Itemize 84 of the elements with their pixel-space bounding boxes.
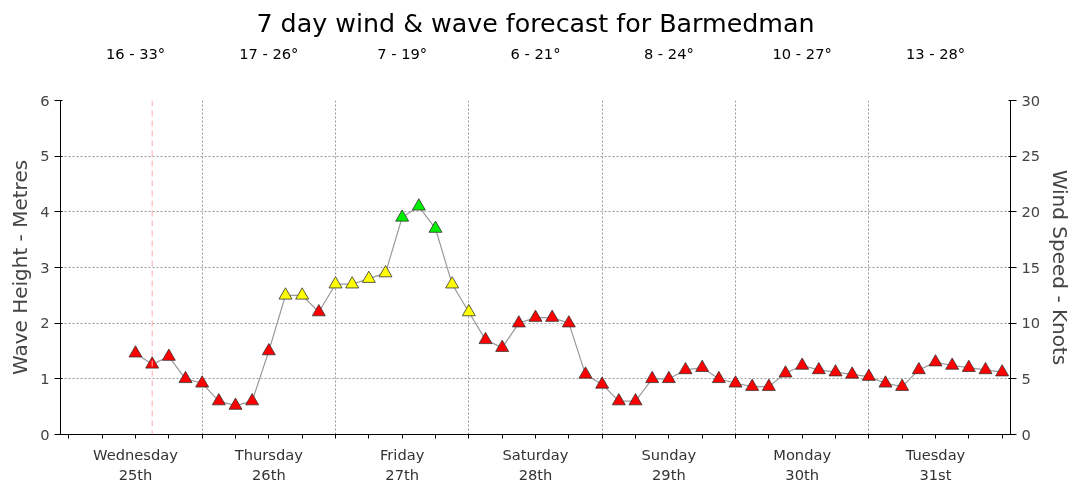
point xyxy=(328,276,343,289)
x-tick-label: Saturday 28th xyxy=(502,445,569,483)
point xyxy=(678,362,693,375)
point xyxy=(428,220,443,233)
point xyxy=(361,270,376,283)
y-tick-label: 0 xyxy=(40,425,50,443)
y2-axis-title: Wind Speed - Knots xyxy=(1048,169,1073,366)
point xyxy=(695,359,710,372)
point xyxy=(128,345,143,358)
point xyxy=(161,348,176,361)
point xyxy=(911,362,926,375)
point xyxy=(795,357,810,370)
text: 17 - 26° xyxy=(239,44,299,62)
point xyxy=(945,357,960,370)
point xyxy=(861,368,876,381)
point xyxy=(545,309,560,322)
x-tick-label: Monday 30th xyxy=(773,445,832,483)
point xyxy=(961,359,976,372)
point xyxy=(261,343,276,356)
point xyxy=(628,393,643,406)
text: 16 - 33° xyxy=(105,44,166,62)
y-tick-label: 2 xyxy=(40,314,50,332)
point xyxy=(495,339,510,352)
y-tick-label: 6 xyxy=(40,91,50,109)
x-tick-label: Sunday 29th xyxy=(641,445,697,483)
point xyxy=(561,315,576,328)
text: 8 - 24° xyxy=(643,44,694,62)
y2-tick-label: 20 xyxy=(1021,202,1041,220)
point xyxy=(178,370,193,383)
point xyxy=(411,198,426,211)
point xyxy=(845,366,860,379)
x-tick-label: Friday 27th xyxy=(379,445,425,483)
point xyxy=(378,265,393,278)
point xyxy=(445,276,460,289)
point xyxy=(995,364,1010,377)
point xyxy=(745,378,760,391)
point xyxy=(211,393,226,406)
point xyxy=(661,370,676,383)
point xyxy=(478,331,493,345)
point xyxy=(395,209,410,222)
point xyxy=(895,378,910,391)
point xyxy=(461,304,476,317)
x-tick-label: Tuesday 31st xyxy=(904,445,966,483)
point xyxy=(245,393,260,406)
x-tick-label: Wednesday 25th xyxy=(93,445,179,483)
point xyxy=(295,287,310,300)
x-tick-label: Thursday 26th xyxy=(233,445,304,483)
y2-tick-label: 15 xyxy=(1021,258,1041,276)
point xyxy=(595,376,610,389)
point xyxy=(978,362,993,375)
point xyxy=(761,378,776,391)
point xyxy=(811,362,826,375)
y2-tick-label: 30 xyxy=(1021,91,1041,109)
y2-tick-label: 10 xyxy=(1021,314,1041,332)
text: 13 - 28° xyxy=(905,44,966,62)
y-axis-title: Wave Height - Metres xyxy=(8,159,33,376)
point xyxy=(528,309,543,322)
point xyxy=(778,365,793,378)
y2-tick-label: 5 xyxy=(1021,369,1031,387)
point xyxy=(878,375,893,388)
point xyxy=(228,397,243,410)
point xyxy=(145,356,160,369)
y-tick-label: 5 xyxy=(40,147,50,165)
point xyxy=(311,304,326,317)
point xyxy=(345,276,360,289)
text: 6 - 21° xyxy=(510,44,561,62)
y2-tick-label: 25 xyxy=(1021,147,1041,165)
point xyxy=(578,366,593,379)
text: 10 - 27° xyxy=(772,44,832,62)
chart-title: 7 day wind & wave forecast for Barmedman xyxy=(256,7,815,38)
y-tick-label: 3 xyxy=(40,258,50,276)
y-tick-label: 4 xyxy=(40,202,50,220)
point xyxy=(828,364,843,377)
point xyxy=(928,354,943,367)
text: 7 - 19° xyxy=(377,44,428,62)
point xyxy=(645,370,660,383)
point xyxy=(611,393,626,406)
point xyxy=(711,370,726,383)
point xyxy=(278,287,293,300)
point xyxy=(195,375,210,388)
y2-tick-label: 0 xyxy=(1021,425,1031,443)
point xyxy=(511,315,526,328)
point xyxy=(728,375,743,388)
y-tick-label: 1 xyxy=(40,369,50,387)
